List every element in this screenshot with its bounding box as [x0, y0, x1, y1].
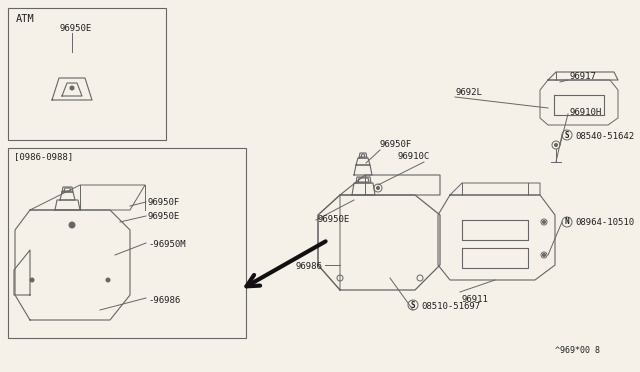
- Circle shape: [543, 253, 545, 257]
- Text: [0986-0988]: [0986-0988]: [14, 152, 73, 161]
- Text: 96950E: 96950E: [148, 212, 180, 221]
- Circle shape: [554, 144, 557, 147]
- Circle shape: [69, 222, 75, 228]
- Text: 96950F: 96950F: [148, 198, 180, 207]
- Bar: [8, 148, 246, 338]
- Circle shape: [376, 186, 380, 189]
- Text: 96911: 96911: [462, 295, 489, 304]
- Text: ^969*00 8: ^969*00 8: [555, 346, 600, 355]
- Text: 96950E: 96950E: [318, 215, 350, 224]
- Text: -96950M: -96950M: [148, 240, 186, 249]
- Circle shape: [543, 221, 545, 224]
- Text: 08510-51697: 08510-51697: [421, 302, 480, 311]
- Text: S: S: [411, 301, 415, 310]
- Text: 96910C: 96910C: [398, 152, 430, 161]
- Circle shape: [70, 86, 74, 90]
- Text: S: S: [564, 131, 570, 140]
- Text: 96950E: 96950E: [60, 24, 92, 33]
- Text: 96986: 96986: [295, 262, 322, 271]
- Text: 96917: 96917: [570, 72, 597, 81]
- Circle shape: [106, 278, 110, 282]
- Text: 08540-51642: 08540-51642: [575, 132, 634, 141]
- Text: 96950F: 96950F: [380, 140, 412, 149]
- Text: N: N: [564, 218, 570, 227]
- Bar: [8, 8, 166, 140]
- Text: ATM: ATM: [16, 14, 35, 24]
- Text: 96910H: 96910H: [570, 108, 602, 117]
- Text: 9692L: 9692L: [455, 88, 482, 97]
- Text: -96986: -96986: [148, 296, 180, 305]
- Text: 08964-10510: 08964-10510: [575, 218, 634, 227]
- Circle shape: [30, 278, 34, 282]
